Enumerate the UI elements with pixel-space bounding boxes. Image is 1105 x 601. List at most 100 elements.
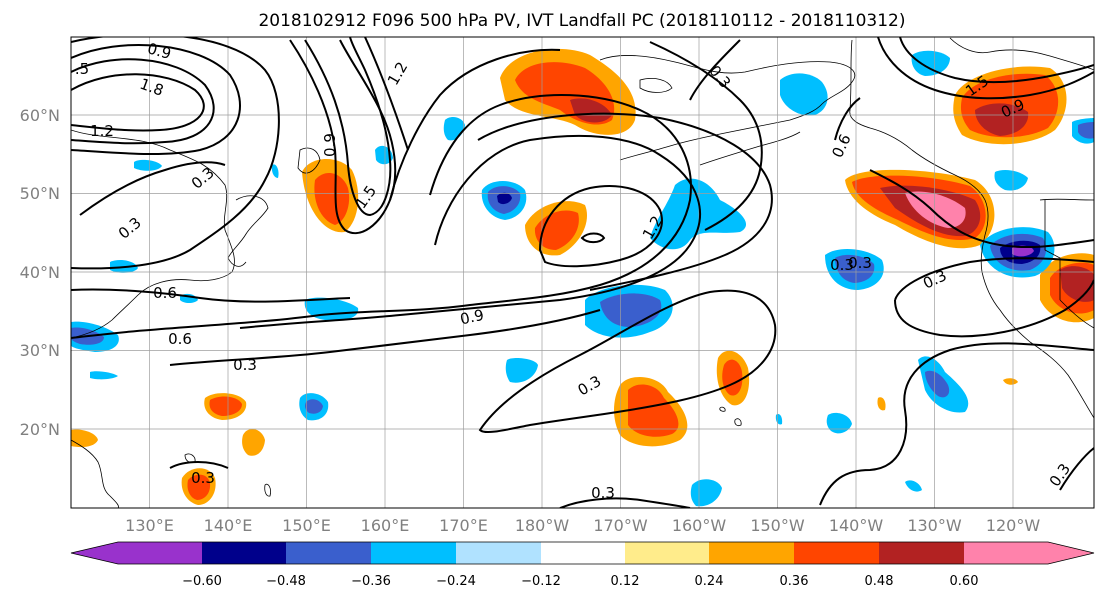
lat-tick-label: 60°N	[20, 106, 60, 125]
pv-contour	[239, 134, 701, 329]
anomaly-patch	[497, 192, 512, 205]
anomaly-patch	[134, 159, 162, 171]
anomaly-patch	[1012, 245, 1034, 257]
colorbar-tick-label: 0.24	[695, 574, 724, 589]
pv-contour	[649, 41, 763, 231]
colorbar-tick-label: −0.24	[436, 574, 476, 589]
pv-contour	[389, 48, 561, 201]
pv-contour	[169, 461, 229, 469]
colorbar-bin	[964, 542, 1048, 564]
lon-tick-label: 160°W	[672, 516, 727, 535]
lat-tick-label: 50°N	[20, 184, 60, 203]
lon-tick-label: 130°W	[907, 516, 962, 535]
lon-tick-label: 180°W	[515, 516, 570, 535]
lat-tick-label: 40°N	[20, 263, 60, 282]
pv-contour	[538, 185, 663, 268]
lat-tick-label: 30°N	[20, 341, 60, 360]
contour-label: 0.3	[830, 256, 854, 274]
pv-contour	[899, 37, 1094, 84]
pv-contour	[580, 232, 606, 244]
colorbar-tick-label: −0.48	[266, 574, 306, 589]
pv-contour	[71, 288, 351, 303]
pv-contour	[894, 257, 1094, 301]
anomaly-patch	[209, 396, 242, 416]
colorbar-bin	[371, 542, 456, 564]
colorbar-bin	[456, 542, 541, 564]
anomaly-patch	[314, 173, 350, 225]
pv-contour	[71, 73, 205, 132]
contour-label: .5	[75, 60, 89, 78]
anomaly-patch	[570, 98, 612, 123]
pv-contour	[819, 342, 1094, 506]
anomaly-patch	[1078, 122, 1094, 139]
pv-contour	[1059, 447, 1094, 491]
anomaly-patch	[534, 210, 579, 250]
anomaly-patch	[911, 50, 950, 76]
pv-contour	[169, 309, 601, 366]
contour-label: 0.9	[145, 39, 173, 63]
anomaly-patch	[1003, 378, 1018, 385]
pv-contour	[877, 37, 1094, 100]
anomaly-patch	[305, 399, 323, 414]
anomaly-patch	[242, 428, 265, 456]
colorbar-bin	[709, 542, 794, 564]
anomaly-patch	[826, 412, 852, 434]
lon-tick-label: 170°W	[593, 516, 648, 535]
anomaly-patch	[505, 357, 538, 383]
colorbar-tick-label: 0.48	[865, 574, 894, 589]
anomaly-patch	[71, 429, 98, 448]
pv-contours	[71, 37, 1094, 508]
colorbar-tick-label: 0.12	[611, 574, 640, 589]
lon-tick-label: 130°E	[125, 516, 174, 535]
colorbar-tick-label: 0.60	[950, 574, 979, 589]
pv-contour	[869, 169, 1094, 249]
chart-title: 2018102912 F096 500 hPa PV, IVT Landfall…	[258, 11, 905, 31]
anomaly-patch	[780, 73, 828, 116]
contour-label: 0.3	[591, 484, 615, 502]
colorbar-bin	[202, 542, 286, 564]
anomaly-patch	[187, 474, 211, 500]
pv-contour	[71, 37, 280, 270]
anomaly-patch	[90, 371, 118, 380]
colorbar-tick-label: 0.36	[780, 574, 809, 589]
anomaly-patch	[975, 103, 1029, 136]
pv-contour	[478, 289, 777, 434]
colorbar-max-extension	[1048, 542, 1094, 564]
contour-label: 1.2	[90, 122, 114, 140]
anomaly-patch	[994, 170, 1028, 191]
anomaly-patch	[690, 479, 722, 507]
colorbar-min-extension	[71, 542, 118, 564]
longitude-ticks: 130°E 140°E 150°E 160°E 170°E 180°W 170°…	[125, 516, 1040, 535]
contour-label: 0.3	[233, 356, 257, 374]
negative-anomaly-patches	[71, 50, 1094, 507]
colorbar-bin	[794, 542, 879, 564]
pv-contour	[477, 112, 773, 291]
pv-contour	[304, 37, 392, 217]
colorbar-bin	[625, 542, 709, 564]
map-frame	[70, 36, 1095, 509]
pv-contour	[79, 161, 226, 216]
colorbar-tick-label: −0.36	[351, 574, 391, 589]
colorbar-tick-label: −0.60	[182, 574, 222, 589]
contour-label: 0.6	[153, 284, 177, 302]
anomaly-patch	[925, 370, 950, 398]
pv-contour	[364, 37, 409, 151]
pv-contour	[894, 279, 1094, 338]
map-area: .5 1.8 1.2 0.9 1.2 0.9 1.5 0.3 0.3 0.6 0…	[71, 37, 1094, 508]
lon-tick-label: 120°W	[986, 516, 1041, 535]
colorbar-tick-label: −0.12	[521, 574, 561, 589]
lon-tick-label: 140°W	[829, 516, 884, 535]
pv-contour	[71, 44, 241, 156]
latitude-ticks: 60°N 50°N 40°N 30°N 20°N	[20, 106, 60, 439]
pv-contour	[559, 497, 691, 508]
contour-label: 0.3	[848, 254, 872, 272]
anomaly-patch	[271, 164, 279, 178]
colorbar-bin	[118, 542, 202, 564]
lon-tick-label: 170°E	[439, 516, 488, 535]
lon-tick-label: 150°E	[282, 516, 331, 535]
anomaly-patch	[905, 480, 922, 492]
pv-contour	[71, 58, 215, 145]
anomaly-patch	[628, 384, 679, 437]
pv-contour	[71, 93, 692, 339]
